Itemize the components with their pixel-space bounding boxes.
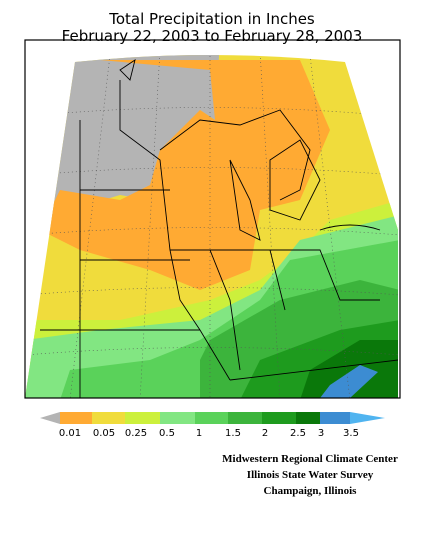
credit-line: Champaign, Illinois (264, 485, 358, 497)
legend-label: 3.5 (343, 428, 359, 439)
legend (40, 412, 385, 424)
credit-line: Midwestern Regional Climate Center (222, 453, 398, 465)
credit-line: Illinois State Water Survey (247, 469, 374, 481)
legend-label: 0.5 (159, 428, 175, 439)
precip-map (25, 55, 398, 398)
legend-label: 0.05 (93, 428, 115, 439)
legend-label: 2 (262, 428, 268, 439)
legend-label: 1.5 (225, 428, 241, 439)
title: Total Precipitation in Inches (108, 10, 315, 28)
legend-label: 0.01 (59, 428, 81, 439)
subtitle: February 22, 2003 to February 28, 2003 (62, 27, 363, 45)
map-frame (24, 39, 401, 399)
legend-label: 2.5 (290, 428, 306, 439)
legend-label: 3 (318, 428, 324, 439)
legend-label: 0.25 (125, 428, 147, 439)
legend-label: 1 (196, 428, 202, 439)
